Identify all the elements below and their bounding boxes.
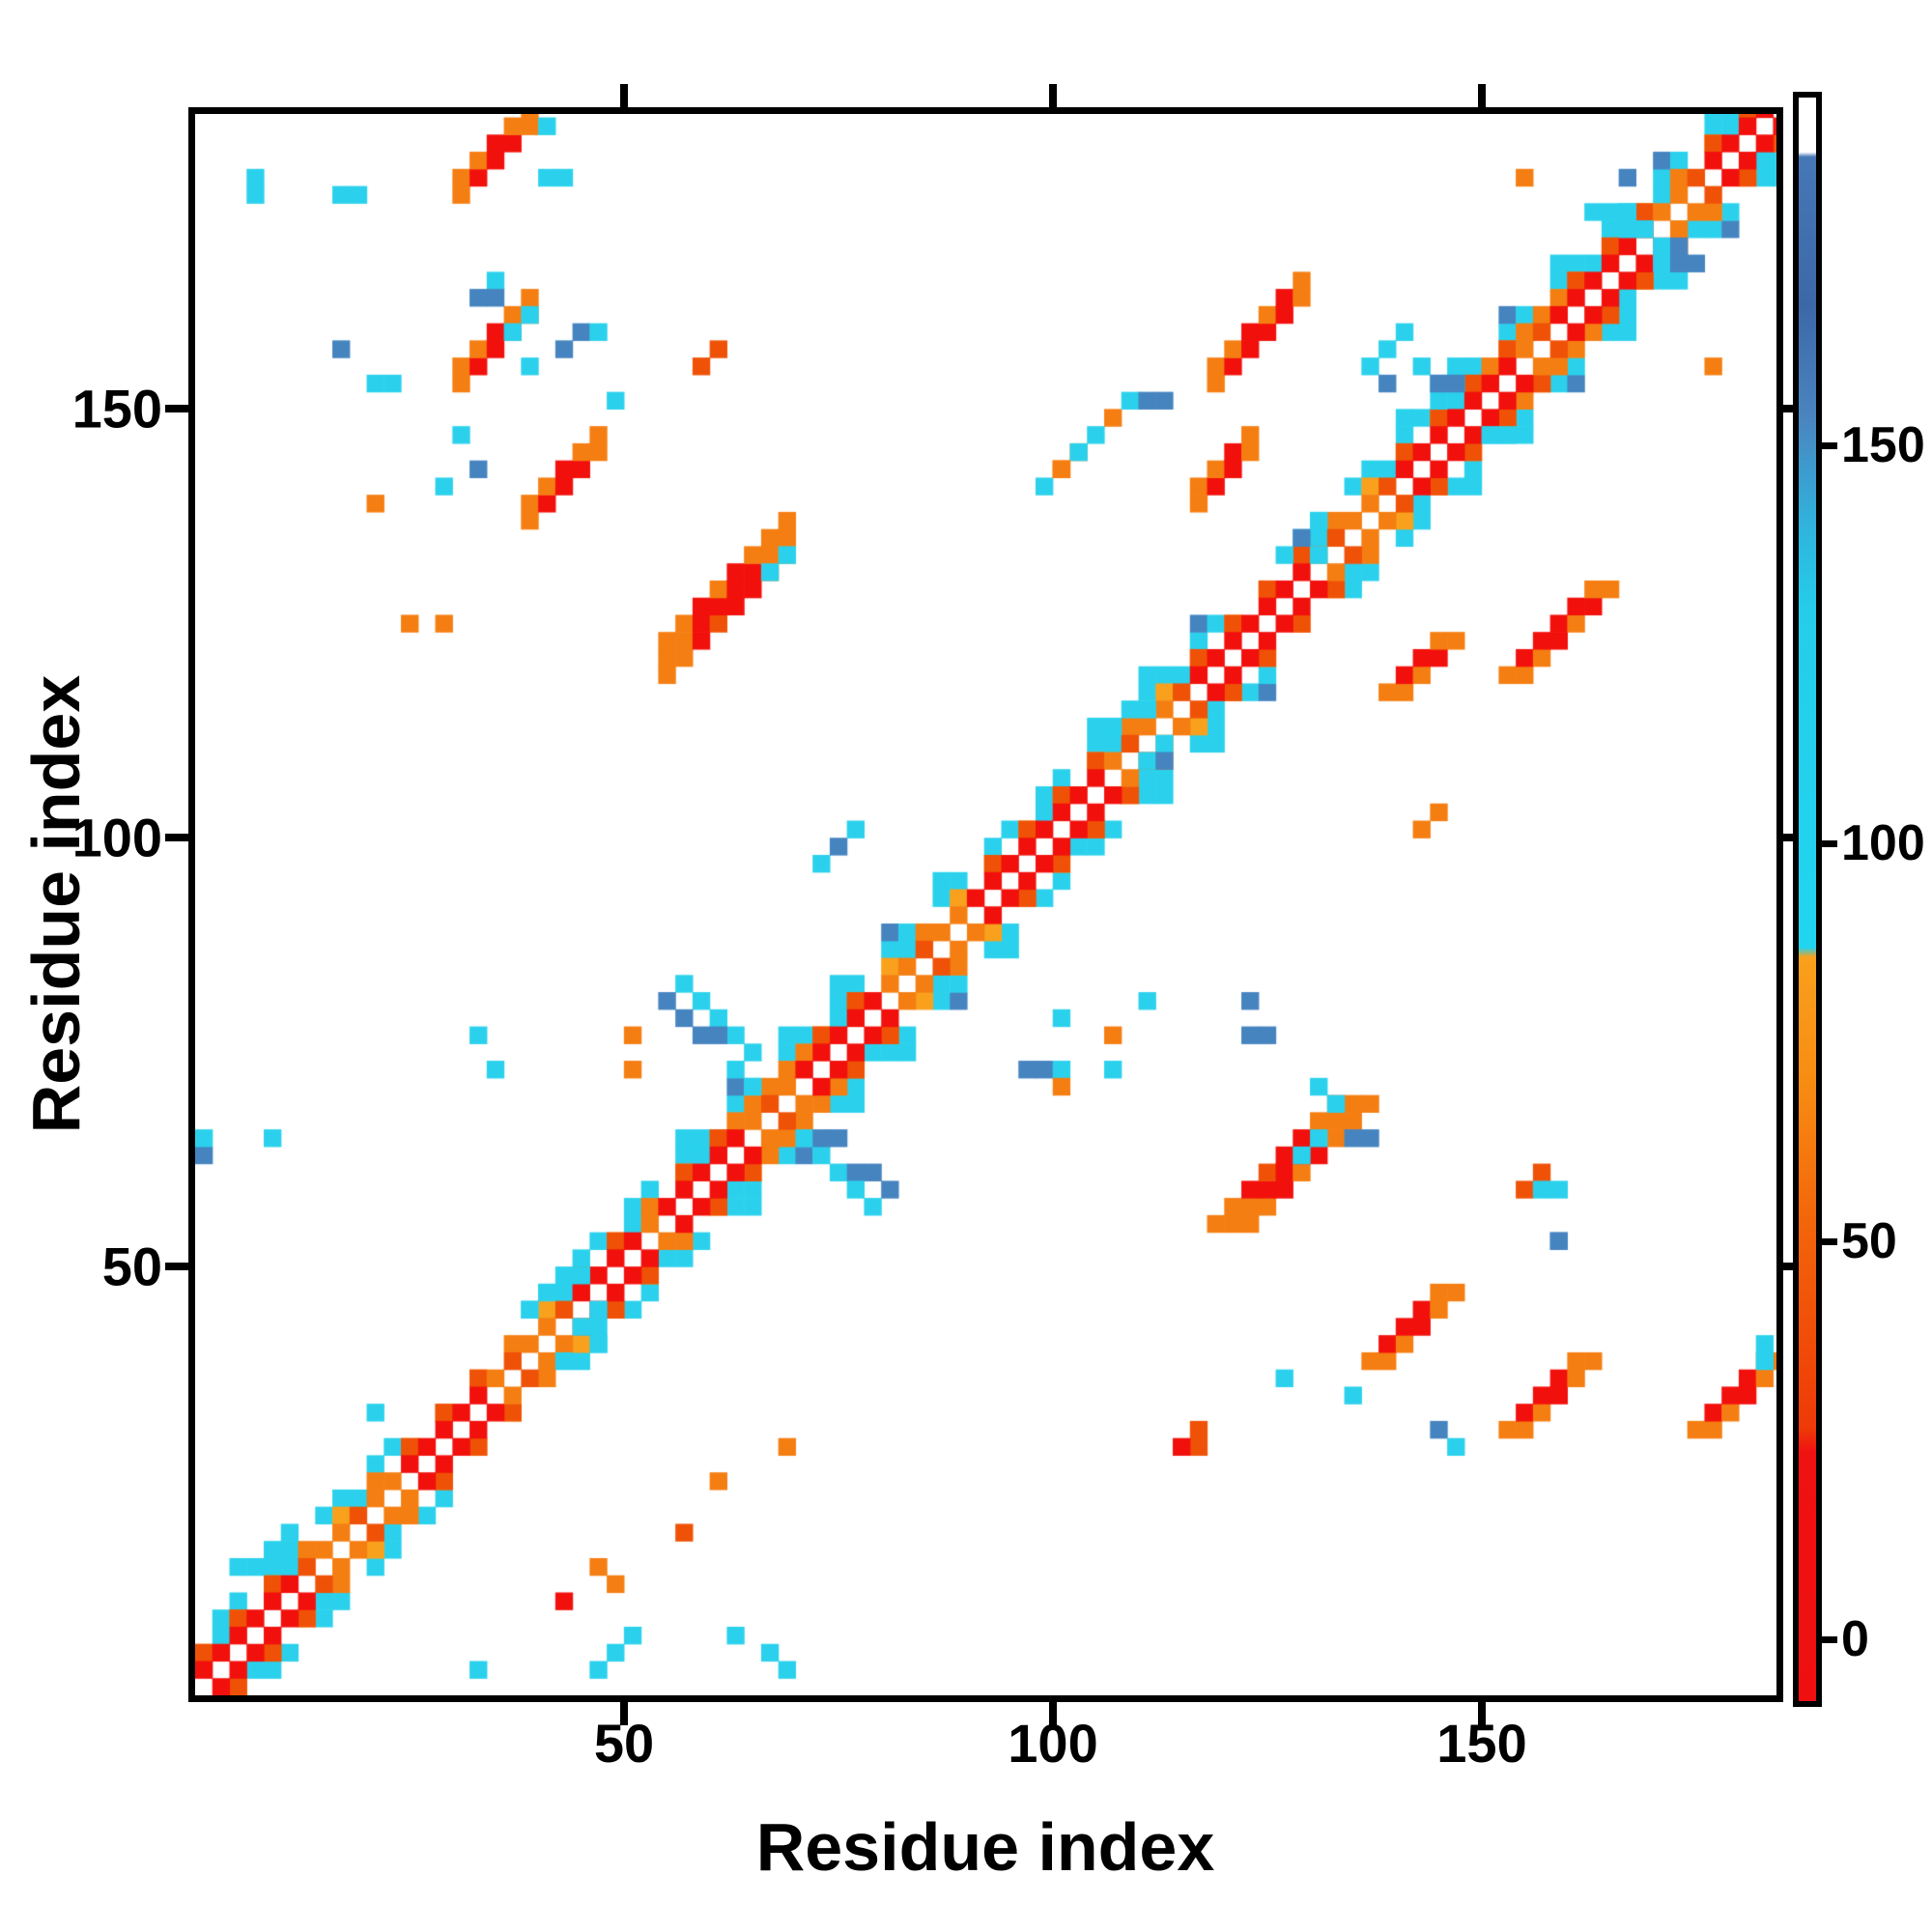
colorbar-tick-label: 50	[1841, 1213, 1897, 1269]
x-tick-label: 50	[593, 1713, 655, 1774]
x-axis-title: Residue index	[755, 1809, 1215, 1885]
colorbar-tick	[1822, 1636, 1837, 1643]
contact-map-canvas	[195, 114, 1776, 1695]
colorbar	[1793, 92, 1822, 1707]
y-axis-title: Residue index	[18, 674, 94, 1134]
x-axis-tick	[1478, 1702, 1486, 1725]
x-axis-tick-top	[1478, 84, 1486, 107]
x-axis-tick	[620, 1702, 628, 1725]
y-axis-tick	[165, 834, 188, 841]
colorbar-tick-label: 100	[1841, 815, 1925, 871]
colorbar-gradient	[1799, 98, 1816, 1701]
y-tick-label: 50	[101, 1236, 162, 1297]
y-axis-tick	[165, 405, 188, 412]
colorbar-tick	[1822, 1238, 1837, 1245]
y-tick-label: 100	[71, 807, 162, 868]
x-axis-tick-top	[1049, 84, 1057, 107]
colorbar-tick-label: 0	[1841, 1611, 1869, 1667]
x-axis-tick	[1049, 1702, 1057, 1725]
x-tick-label: 100	[1008, 1713, 1098, 1774]
x-axis-tick-top	[620, 84, 628, 107]
y-axis-tick	[165, 1263, 188, 1270]
y-tick-label: 150	[71, 378, 162, 440]
x-tick-label: 150	[1436, 1713, 1527, 1774]
colorbar-tick-label: 150	[1841, 417, 1925, 473]
colorbar-tick	[1822, 840, 1837, 847]
colorbar-tick	[1822, 442, 1837, 449]
